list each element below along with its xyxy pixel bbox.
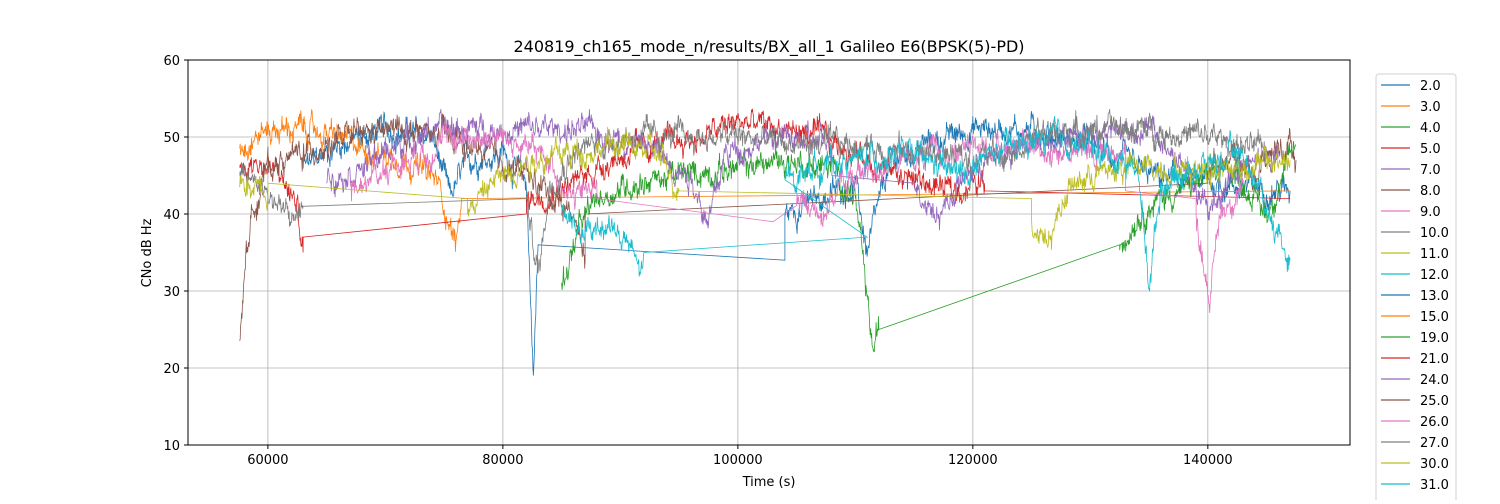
legend-item: 5.0 [1381,142,1441,157]
y-tick-label: 30 [163,285,180,300]
legend: 2.0 3.0 4.0 5.0 7.0 8.0 9.0 10.0 11.0 12.0 13.0 15.… [1375,73,1457,504]
legend-label: 25.0 [1420,394,1449,409]
axes-frame [187,59,1351,446]
legend-label: 19.0 [1420,331,1449,346]
legend-label: 21.0 [1420,352,1449,367]
legend-label: 2.0 [1420,79,1441,94]
x-axis-label: Time (s) [742,475,796,490]
y-tick-label: 40 [163,208,180,223]
legend-item: 21.0 [1381,352,1449,367]
series-line-3.0 [239,108,1291,252]
series-line-2.0 [302,111,1291,376]
legend-item: 13.0 [1381,289,1449,304]
y-tick-label: 20 [163,362,180,377]
legend-item: 15.0 [1381,310,1449,325]
legend-item: 4.0 [1381,121,1441,136]
legend-label: 15.0 [1420,310,1449,325]
legend-label: 4.0 [1420,121,1441,136]
plot-area [239,108,1297,376]
y-tick-label: 60 [163,54,180,69]
legend-label: 26.0 [1420,415,1449,430]
legend-label: 11.0 [1420,247,1449,262]
legend-label: 10.0 [1420,226,1449,241]
legend-label: 30.0 [1420,457,1449,472]
series-line-12.0 [561,116,1291,292]
legend-item: 2.0 [1381,79,1441,94]
legend-item: 24.0 [1381,373,1449,388]
x-axis: 60000 80000 100000 120000 140000 [247,445,1233,468]
legend-label: 9.0 [1420,205,1441,220]
legend-item: 12.0 [1381,268,1449,283]
x-tick-label: 140000 [1183,453,1233,468]
legend-label: 7.0 [1420,163,1441,178]
y-axis: 10 20 30 40 50 60 [163,54,188,454]
x-tick-label: 60000 [247,453,288,468]
legend-item: 27.0 [1381,436,1449,451]
legend-item: 30.0 [1381,457,1449,472]
legend-item: 31.0 [1381,478,1449,493]
x-tick-label: 80000 [482,453,523,468]
legend-item: 8.0 [1381,184,1441,199]
legend-label: 31.0 [1420,478,1449,493]
legend-item: 11.0 [1381,247,1449,262]
legend-label: 8.0 [1420,184,1441,199]
y-axis-label: CNo dB Hz [140,218,155,287]
legend-item: 26.0 [1381,415,1449,430]
legend-label: 5.0 [1420,142,1441,157]
legend-label: 24.0 [1420,373,1449,388]
legend-label: 13.0 [1420,289,1449,304]
legend-label: 3.0 [1420,100,1441,115]
y-tick-label: 10 [163,439,180,454]
legend-label: 12.0 [1420,268,1449,283]
legend-item: 19.0 [1381,331,1449,346]
legend-item: 9.0 [1381,205,1441,220]
series-line-10.0 [239,109,1267,273]
legend-frame [1375,73,1457,504]
x-tick-label: 120000 [948,453,998,468]
legend-item: 7.0 [1381,163,1441,178]
series-line-9.0 [349,123,1244,313]
legend-item: 10.0 [1381,226,1449,241]
y-tick-label: 50 [163,131,180,146]
x-tick-label: 100000 [713,453,763,468]
series-line-11.0 [239,126,1291,250]
legend-item: 3.0 [1381,100,1441,115]
legend-label: 27.0 [1420,436,1449,451]
legend-item: 25.0 [1381,394,1449,409]
chart-title: 240819_ch165_mode_n/results/BX_all_1 Gal… [513,37,1024,57]
